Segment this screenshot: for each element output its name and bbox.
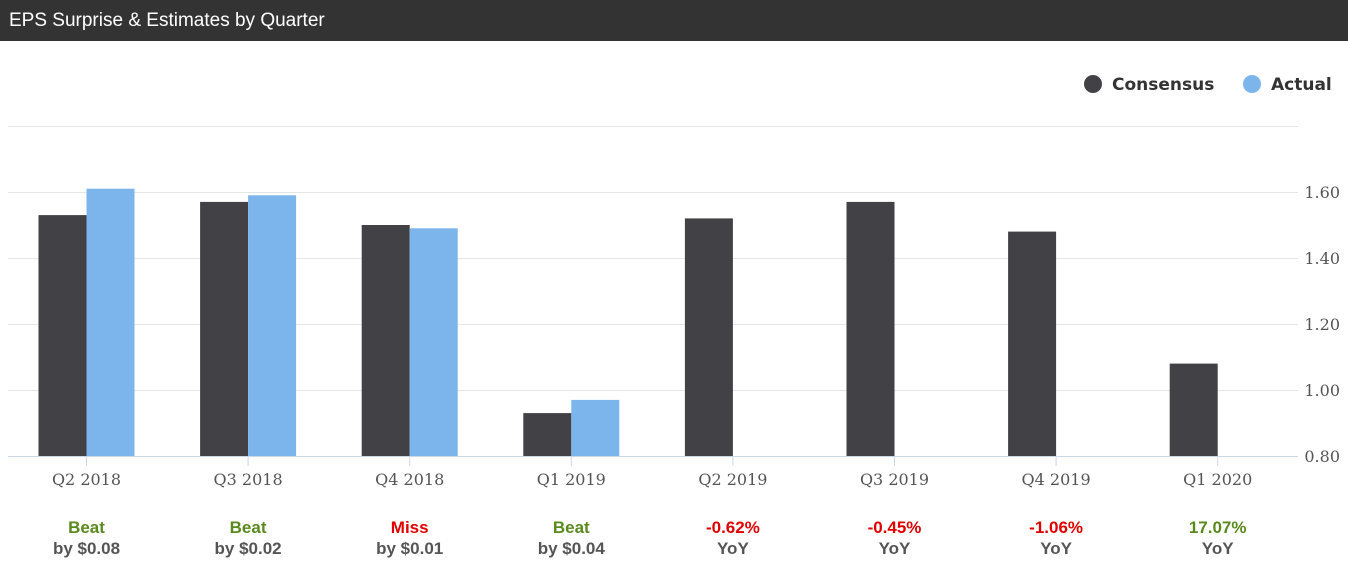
consensus-bar[interactable]: [684, 218, 733, 456]
surprise-detail: YoY: [1040, 539, 1072, 558]
surprise-item: -0.62% YoY: [673, 517, 793, 559]
surprise-item: Beat by $0.08: [27, 517, 147, 559]
legend-actual-label[interactable]: Actual: [1271, 75, 1332, 95]
surprise-detail: YoY: [716, 539, 749, 558]
page-title: EPS Surprise & Estimates by Quarter: [9, 10, 325, 31]
actual-bar[interactable]: [248, 195, 297, 457]
consensus-bar[interactable]: [361, 225, 410, 456]
surprise-status: Beat: [229, 518, 267, 537]
y-tick-label: 1.40: [1304, 249, 1340, 268]
consensus-bar[interactable]: [1008, 231, 1057, 456]
x-tick-label: Q4 2018: [375, 470, 444, 489]
surprise-detail: YoY: [878, 539, 911, 558]
consensus-bar[interactable]: [523, 413, 572, 456]
y-tick-label: 1.00: [1304, 381, 1340, 400]
x-axis-ticks: Q2 2018 Q3 2018 Q4 2018 Q1 2019 Q2 2019 Q3 20…: [52, 456, 1252, 489]
y-tick-label: 1.60: [1304, 183, 1340, 202]
y-tick-label: 1.20: [1304, 315, 1340, 334]
x-tick-label: Q3 2019: [860, 470, 929, 489]
x-tick-label: Q1 2019: [537, 470, 606, 489]
surprise-status: -0.45%: [867, 518, 922, 537]
surprise-item: Beat by $0.02: [188, 517, 308, 559]
surprise-status: -1.06%: [1029, 518, 1084, 537]
surprise-item: Beat by $0.04: [511, 517, 631, 559]
consensus-bar[interactable]: [200, 201, 249, 456]
actual-bar[interactable]: [409, 228, 458, 456]
surprise-item: Miss by $0.01: [350, 517, 470, 559]
legend-actual-marker: [1243, 75, 1261, 93]
surprise-item: 17.07% YoY: [1158, 517, 1278, 559]
surprise-status: Miss: [390, 518, 429, 537]
bars: [38, 188, 1218, 457]
surprise-status: Beat: [552, 518, 590, 537]
surprise-detail: by $0.02: [214, 539, 282, 558]
surprise-detail: by $0.04: [537, 539, 605, 558]
surprise-detail: YoY: [1201, 539, 1234, 558]
legend-consensus-marker: [1084, 75, 1102, 93]
legend-consensus-label[interactable]: Consensus: [1112, 75, 1214, 95]
y-axis-ticks: 0.80 1.00 1.20 1.40 1.60: [1304, 183, 1340, 466]
eps-chart: Consensus Actual 0.80 1.00 1.20 1.40 1.60 Q2…: [8, 75, 1340, 489]
actual-bar[interactable]: [571, 399, 620, 456]
consensus-bar[interactable]: [1169, 363, 1218, 456]
x-tick-label: Q3 2018: [214, 470, 283, 489]
x-tick-label: Q4 2019: [1022, 470, 1091, 489]
x-tick-label: Q1 2020: [1183, 470, 1252, 489]
surprise-status: 17.07%: [1188, 518, 1247, 537]
consensus-bar[interactable]: [38, 215, 87, 456]
x-tick-label: Q2 2019: [698, 470, 767, 489]
actual-bar[interactable]: [86, 188, 135, 456]
surprise-status: -0.62%: [705, 518, 760, 537]
surprise-item: -0.45% YoY: [835, 517, 955, 559]
legend[interactable]: Consensus Actual: [1084, 75, 1332, 95]
surprise-item: -1.06% YoY: [996, 517, 1116, 559]
surprise-detail: by $0.01: [376, 539, 444, 558]
x-tick-label: Q2 2018: [52, 470, 121, 489]
surprise-status: Beat: [68, 518, 105, 537]
y-tick-label: 0.80: [1304, 447, 1340, 466]
chart-header: EPS Surprise & Estimates by Quarter: [0, 0, 1348, 41]
consensus-bar[interactable]: [846, 201, 895, 456]
surprise-detail: by $0.08: [52, 539, 121, 558]
